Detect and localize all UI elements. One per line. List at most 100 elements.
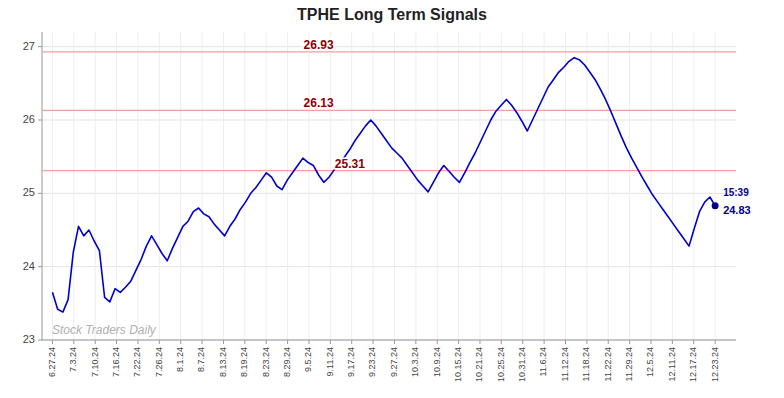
x-tick [415,340,416,344]
x-grid-line [522,32,523,340]
x-tick [479,340,480,344]
grid [42,32,736,340]
x-grid-line [308,32,309,340]
x-tick-label: 10.31.24 [517,347,527,382]
x-tick [586,340,587,344]
x-tick-label: 12.17.24 [688,347,698,382]
x-tick-label: 11.12.24 [560,347,570,381]
x-grid-line [415,32,416,340]
x-tick-label: 9.11.24 [325,347,335,376]
x-grid-line [715,32,716,340]
x-grid-line [287,32,288,340]
x-grid-line [373,32,374,340]
x-grid-line [650,32,651,340]
x-tick-label: 10.15.24 [453,347,463,382]
x-tick-label: 7.22.24 [132,347,142,377]
x-tick [522,340,523,344]
line [52,58,715,312]
x-grid-line [202,32,203,340]
y-grid-line [42,193,736,194]
y-axis-line [42,32,43,340]
x-tick [693,340,694,344]
x-grid-line [479,32,480,340]
x-tick [116,340,117,344]
x-tick [73,340,74,344]
y-tick-label: 23 [23,333,35,345]
reference-label: 26.13 [304,96,334,110]
watermark: Stock Traders Daily [52,323,157,337]
x-grid-line [223,32,224,340]
title: TPHE Long Term Signals [297,6,487,23]
x-grid-line [244,32,245,340]
x-tick [437,340,438,344]
x-tick [266,340,267,344]
x-grid-line [629,32,630,340]
x-grid-line [95,32,96,340]
x-tick-label: 11.18.24 [581,347,591,381]
axes: 23242526276.27.247.3.247.10.247.16.247.2… [23,32,736,382]
x-tick [330,340,331,344]
reference-line [42,110,736,111]
x-tick [202,340,203,344]
y-tick [38,340,42,341]
x-tick [629,340,630,344]
x-tick-label: 8.7.24 [196,347,206,372]
x-tick-label: 8.1.24 [175,347,185,372]
x-grid-line [586,32,587,340]
x-tick [458,340,459,344]
end-time-label: 15:39 [723,187,749,198]
x-tick-label: 10.25.24 [496,347,506,382]
x-tick [95,340,96,344]
x-grid-line [180,32,181,340]
x-tick-label: 10.3.24 [410,347,420,377]
x-tick-label: 8.19.24 [239,347,249,377]
y-grid-line [42,120,736,121]
x-tick [544,340,545,344]
x-tick-label: 9.27.24 [389,347,399,377]
reference-label: 26.93 [304,38,334,52]
x-tick [565,340,566,344]
x-tick [137,340,138,344]
x-tick-label: 9.5.24 [303,347,313,372]
x-tick-label: 8.29.24 [282,347,292,377]
x-grid-line [116,32,117,340]
x-tick [308,340,309,344]
x-grid-line [330,32,331,340]
reference-line [42,170,736,171]
x-tick-label: 11.22.24 [603,347,613,381]
x-tick [501,340,502,344]
reference-labels: 26.93 26.13 25.31 [304,38,366,171]
y-tick-label: 24 [23,260,35,272]
reference-label: 25.31 [335,157,365,171]
x-grid-line [394,32,395,340]
x-tick-label: 7.3.24 [68,347,78,372]
x-grid-line [608,32,609,340]
x-tick [52,340,53,344]
y-grid-line [42,266,736,267]
x-grid-line [73,32,74,340]
y-tick [38,46,42,47]
chart: TPHE Long Term Signals Stock Traders Dail… [0,0,784,398]
x-tick-label: 8.13.24 [218,347,228,377]
x-grid-line [672,32,673,340]
x-tick [394,340,395,344]
x-tick-label: 11.29.24 [624,347,634,381]
y-tick [38,193,42,194]
x-grid-line [544,32,545,340]
x-grid-line [437,32,438,340]
x-tick [180,340,181,344]
plot-area [42,52,736,312]
x-tick-label: 12.11.24 [667,347,677,381]
x-tick-label: 7.10.24 [90,347,100,377]
x-grid-line [458,32,459,340]
x-tick [244,340,245,344]
x-tick [715,340,716,344]
x-tick-label: 11.6.24 [538,347,548,376]
x-grid-line [351,32,352,340]
end-price-label: 24.83 [723,204,751,216]
x-tick [223,340,224,344]
x-grid-line [266,32,267,340]
x-tick [287,340,288,344]
x-grid-line [565,32,566,340]
x-tick-label: 10.9.24 [432,347,442,377]
